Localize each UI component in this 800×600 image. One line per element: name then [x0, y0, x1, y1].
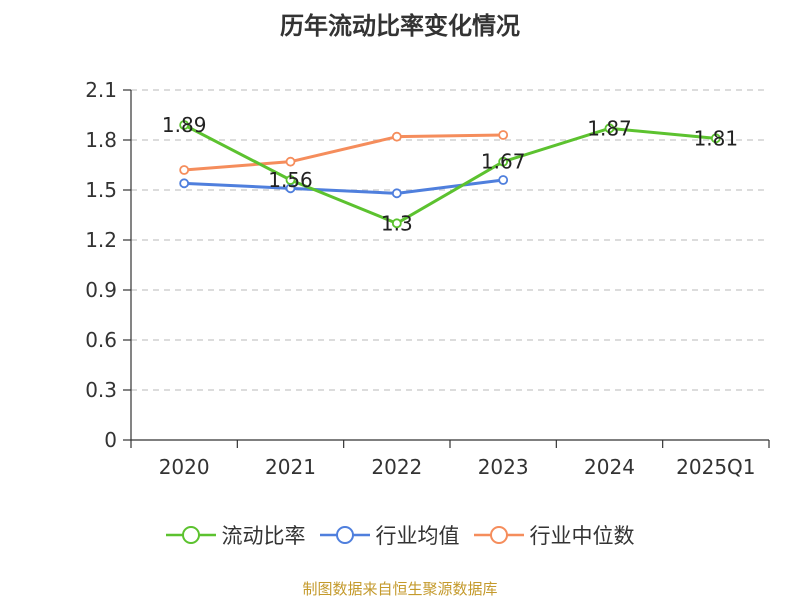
chart-title: 历年流动比率变化情况 — [280, 12, 520, 40]
data-point — [179, 178, 190, 189]
legend-item[interactable]: 行业均值 — [319, 520, 460, 550]
data-source-note: 制图数据来自恒生聚源数据库 — [302, 580, 498, 598]
legend-swatch-icon — [473, 526, 524, 544]
data-point — [391, 131, 402, 142]
y-tick-label: 0 — [104, 428, 117, 452]
legend-item[interactable]: 行业中位数 — [473, 520, 635, 550]
x-tick-label: 2022 — [371, 455, 422, 479]
legend-label: 行业中位数 — [529, 524, 635, 548]
legend-label: 流动比率 — [221, 524, 306, 548]
data-point — [285, 175, 296, 185]
y-tick-label: 2.1 — [85, 78, 117, 102]
data-point — [498, 156, 509, 167]
legend-item[interactable]: 流动比率 — [165, 520, 306, 550]
series-line-1 — [184, 178, 504, 195]
data-point — [498, 130, 509, 140]
series-line-2 — [184, 133, 504, 172]
x-tick-label: 2025Q1 — [676, 455, 755, 479]
y-tick-label: 1.5 — [85, 178, 117, 202]
x-tick-label: 2021 — [265, 455, 316, 479]
legend-swatch-icon — [165, 526, 216, 544]
y-tick-label: 0.6 — [85, 328, 117, 352]
y-tick-label: 1.8 — [85, 128, 117, 152]
series-layer — [179, 120, 721, 229]
data-point — [391, 218, 402, 229]
data-label: 1.89 — [162, 113, 207, 137]
data-label: 1.67 — [481, 150, 526, 174]
data-label: 1.56 — [268, 168, 313, 192]
data-label: 1.87 — [587, 116, 632, 140]
data-point — [391, 188, 402, 199]
grid-layer — [131, 89, 769, 391]
y-tick-label: 1.2 — [85, 228, 117, 252]
x-tick-label: 2024 — [584, 455, 635, 479]
data-label: 1.3 — [381, 211, 413, 235]
x-tick-label: 2023 — [478, 455, 529, 479]
legend-label: 行业均值 — [375, 524, 460, 548]
axis-layer: 0 0.3 0.6 0.9 1.2 1.5 1.8 2.1 2020 2021 2022 2023 20… — [85, 78, 770, 479]
series-line-0 — [183, 123, 716, 225]
data-label-layer: 1.89 1.56 1.3 1.67 1.87 1.81 — [162, 113, 738, 235]
x-tick-label: 2020 — [159, 455, 210, 479]
y-tick-label: 0.9 — [85, 278, 117, 302]
y-tick-label: 0.3 — [85, 378, 117, 402]
data-point — [604, 123, 615, 134]
data-point — [710, 133, 721, 144]
data-point — [498, 175, 509, 185]
legend-swatch-icon — [319, 526, 370, 544]
data-point — [179, 120, 190, 130]
data-point — [285, 156, 296, 167]
data-label: 1.81 — [694, 126, 739, 150]
legend: 流动比率 行业均值 行业中位数 — [0, 520, 800, 550]
data-point — [179, 165, 190, 175]
